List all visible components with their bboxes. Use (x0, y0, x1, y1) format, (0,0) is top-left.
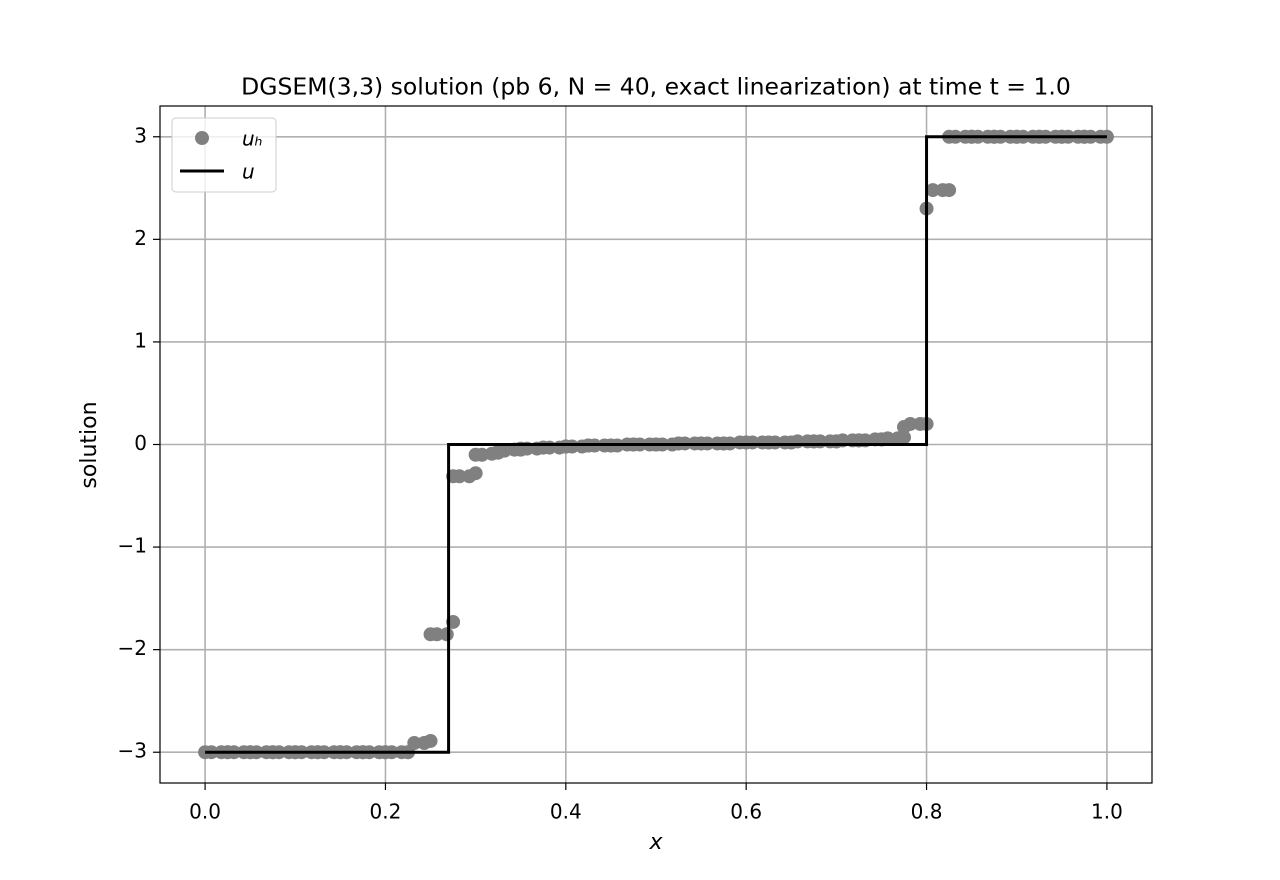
x-axis-label: x (648, 830, 663, 855)
y-axis-label: solution (77, 401, 102, 488)
x-tick-label: 1.0 (1091, 800, 1123, 824)
x-tick-label: 0.0 (189, 800, 221, 824)
legend: uₕ u (171, 117, 277, 193)
x-tick-label: 0.4 (550, 800, 582, 824)
legend-marker (195, 131, 209, 145)
x-tick-label: 0.2 (370, 800, 402, 824)
y-tick-label: −3 (118, 739, 147, 763)
y-tick-label: −1 (118, 534, 147, 558)
y-tick-label: 2 (134, 226, 147, 250)
data-point (925, 183, 940, 198)
y-tick-label: 1 (134, 328, 147, 352)
data-point (942, 183, 957, 198)
x-tick-label: 0.8 (911, 800, 943, 824)
legend-label: uₕ (242, 127, 263, 151)
data-point (468, 466, 483, 481)
data-point (407, 735, 422, 750)
data-point (439, 627, 454, 642)
data-point (880, 431, 895, 446)
y-tick-label: −2 (118, 636, 147, 660)
data-point (897, 430, 911, 445)
data-point (429, 627, 444, 642)
y-tick-label: 3 (134, 123, 147, 147)
data-line (205, 135, 1107, 754)
plot-frame (159, 105, 1153, 784)
y-tick-label: 0 (134, 431, 147, 455)
data-point (903, 416, 918, 431)
data-point (452, 469, 467, 484)
data-point (423, 733, 438, 748)
chart-title: DGSEM(3,3) solution (pb 6, N = 40, exact… (241, 73, 1071, 101)
x-tick-label: 0.6 (730, 800, 762, 824)
legend-label: u (242, 160, 255, 184)
